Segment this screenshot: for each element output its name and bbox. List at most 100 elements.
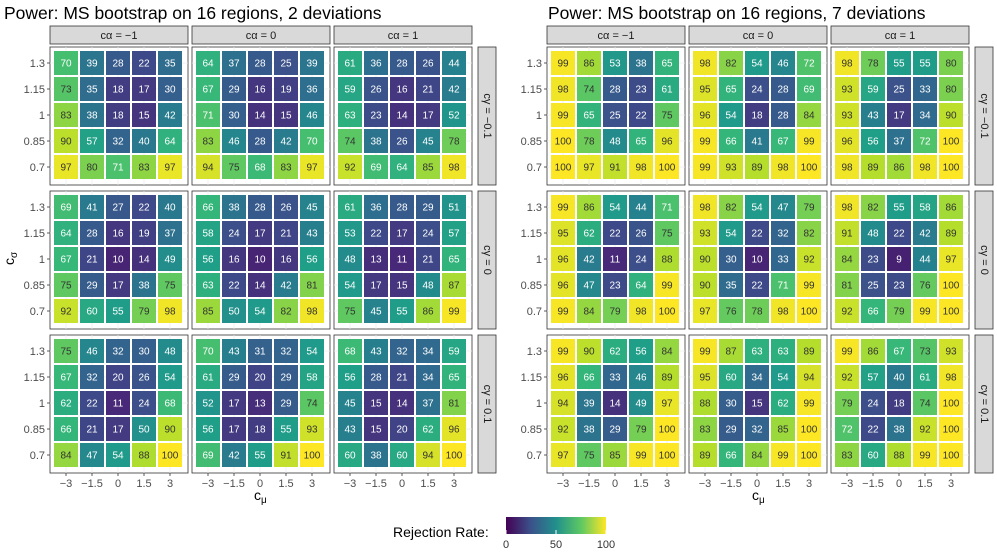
cell-value-label: 91 — [609, 163, 621, 174]
cell-value-label: 28 — [396, 203, 408, 214]
heatmap-cell — [338, 221, 362, 245]
cell-value-label: 75 — [661, 111, 673, 122]
heatmap-cell — [106, 339, 130, 363]
cell-value-label: 64 — [164, 137, 176, 148]
cell-value-label: 98 — [919, 163, 931, 174]
heatmap-cell — [655, 155, 679, 179]
cell-value-label: 21 — [422, 85, 434, 96]
cell-value-label: 45 — [422, 137, 434, 148]
cell-value-label: 35 — [86, 85, 98, 96]
heatmap-cell — [132, 247, 156, 271]
cell-value-label: 100 — [801, 307, 818, 318]
cell-value-label: 97 — [557, 451, 569, 462]
cell-value-label: 54 — [164, 373, 176, 384]
heatmap-cell — [629, 51, 653, 75]
cell-value-label: 90 — [60, 137, 72, 148]
cell-value-label: 38 — [228, 203, 240, 214]
heatmap-cell — [106, 155, 130, 179]
cell-value-label: 21 — [422, 255, 434, 266]
heatmap-cell — [745, 365, 769, 389]
heatmap-cell — [54, 273, 78, 297]
cell-value-label: 15 — [370, 425, 382, 436]
cell-value-label: 28 — [609, 85, 621, 96]
cell-value-label: 72 — [841, 425, 853, 436]
heatmap-cell — [54, 155, 78, 179]
heatmap-cell — [300, 339, 324, 363]
heatmap-cell — [442, 365, 466, 389]
cell-value-label: 54 — [725, 111, 737, 122]
cell-value-label: 42 — [228, 451, 240, 462]
heatmap-cell — [132, 273, 156, 297]
x-tick-label: 1.5 — [917, 478, 932, 490]
x-axis-title-main: c — [752, 487, 759, 503]
heatmap-cell — [939, 391, 963, 415]
heatmap-cell — [106, 391, 130, 415]
cell-value-label: 71 — [661, 203, 673, 214]
cell-value-label: 65 — [661, 59, 673, 70]
cell-value-label: 90 — [699, 281, 711, 292]
cell-value-label: 100 — [801, 451, 818, 462]
cell-value-label: 21 — [86, 255, 98, 266]
cell-value-label: 46 — [635, 373, 647, 384]
cell-value-label: 93 — [306, 425, 318, 436]
cell-value-label: 100 — [943, 137, 960, 148]
heatmap-cell — [913, 129, 937, 153]
heatmap-cell — [132, 195, 156, 219]
heatmap-cell — [390, 103, 414, 127]
heatmap-cell — [603, 221, 627, 245]
heatmap-cell — [274, 129, 298, 153]
heatmap-cell — [364, 339, 388, 363]
cell-value-label: 94 — [803, 373, 815, 384]
heatmap-cell — [274, 77, 298, 101]
heatmap-cell — [745, 77, 769, 101]
cell-value-label: 71 — [777, 281, 789, 292]
cell-value-label: 64 — [396, 163, 408, 174]
heatmap-cell — [655, 247, 679, 271]
heatmap-cell — [719, 155, 743, 179]
cell-value-label: 99 — [919, 451, 931, 462]
cell-value-label: 43 — [306, 229, 318, 240]
cell-value-label: 98 — [945, 373, 957, 384]
heatmap-cell — [300, 77, 324, 101]
heatmap-cell — [106, 51, 130, 75]
heatmap-cell — [939, 129, 963, 153]
heatmap-cell — [338, 155, 362, 179]
cell-value-label: 42 — [919, 229, 931, 240]
heatmap-cell — [196, 339, 220, 363]
heatmap-cell — [551, 221, 575, 245]
x-tick-label: 0 — [754, 478, 760, 490]
heatmap-cell — [132, 299, 156, 323]
heatmap-cell — [719, 443, 743, 467]
cell-value-label: 25 — [893, 85, 905, 96]
heatmap-cell — [861, 417, 885, 441]
cell-value-label: 29 — [280, 373, 292, 384]
heatmap-cell — [771, 195, 795, 219]
x-tick-label: 1.5 — [633, 478, 648, 490]
heatmap-cell — [300, 299, 324, 323]
cell-value-label: 62 — [609, 347, 621, 358]
cell-value-label: 18 — [112, 85, 124, 96]
heatmap-cell — [364, 51, 388, 75]
heatmap-cell — [338, 273, 362, 297]
heatmap-cell — [132, 417, 156, 441]
cell-value-label: 23 — [867, 255, 879, 266]
heatmap-cell — [80, 103, 104, 127]
cell-value-label: 68 — [344, 347, 356, 358]
cell-value-label: 26 — [422, 59, 434, 70]
heatmap-cell — [274, 273, 298, 297]
cell-value-label: 75 — [60, 281, 72, 292]
cell-value-label: 75 — [60, 347, 72, 358]
cell-value-label: 85 — [202, 307, 214, 318]
heatmap-cell — [442, 339, 466, 363]
cell-value-label: 28 — [370, 373, 382, 384]
cell-value-label: 83 — [202, 137, 214, 148]
heatmap-cell — [80, 391, 104, 415]
legend-tick-label: 0 — [503, 539, 509, 551]
heatmap-cell — [390, 339, 414, 363]
cell-value-label: 60 — [867, 451, 879, 462]
cell-value-label: 58 — [919, 203, 931, 214]
heatmap-cell — [338, 299, 362, 323]
cell-value-label: 28 — [777, 85, 789, 96]
cell-value-label: 58 — [306, 373, 318, 384]
